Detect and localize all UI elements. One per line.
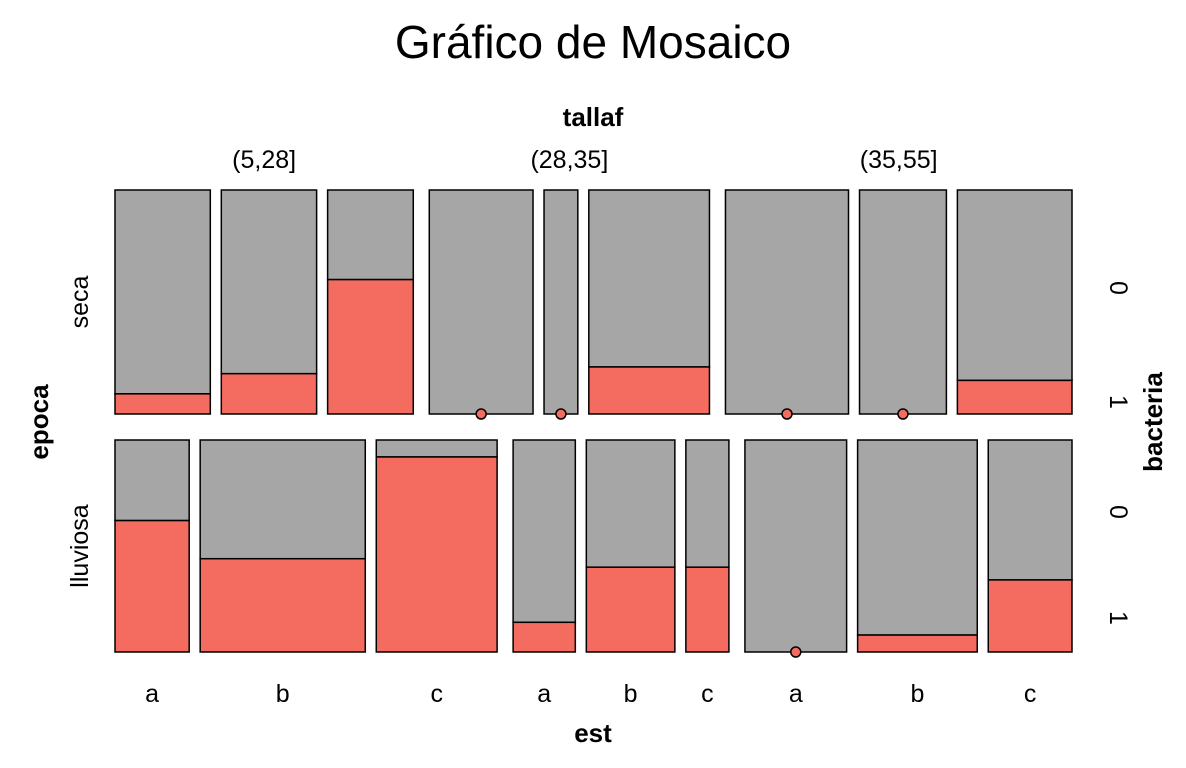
epoca-level-label: seca — [66, 276, 94, 329]
bacteria-level-label: 1 — [1104, 611, 1132, 625]
tile-bacteria-0-35-55-b-seca — [858, 189, 948, 415]
tile-bacteria-0-35-55-b-lluviosa — [856, 439, 979, 636]
tile-bacteria-1-28-35-a-lluviosa — [512, 621, 577, 653]
tile-bacteria-0-35-55-a-seca — [724, 189, 850, 415]
tile-bacteria-1-28-35-c-seca — [588, 366, 711, 415]
tile-bacteria-0-5-28-c-lluviosa — [375, 439, 498, 458]
est-level-label: c — [701, 680, 714, 708]
epoca-level-label: lluviosa — [66, 504, 94, 587]
tile-bacteria-1-28-35-b-lluviosa — [585, 566, 676, 653]
level-labels: (5,28] (28,35] (35,55] a b c a b c a b c seca lluvios… — [66, 146, 1132, 708]
est-level-label: b — [910, 680, 924, 708]
est-level-label: b — [276, 680, 290, 708]
tile-bacteria-1-5-28-c-seca — [326, 278, 415, 415]
tile-bacteria-1-5-28-c-lluviosa — [375, 456, 498, 653]
tile-bacteria-1-5-28-a-lluviosa — [114, 519, 190, 653]
tile-bacteria-0-28-35-c-seca — [588, 189, 711, 368]
tile-bacteria-0-5-28-a-seca — [114, 189, 212, 395]
tallaf-level-label: (5,28] — [232, 146, 296, 174]
zero-cell-marker-28-35-b-seca — [555, 408, 567, 420]
left-variable-label: epoca — [24, 384, 54, 460]
mosaic-tiles — [114, 189, 1073, 658]
tile-bacteria-0-5-28-a-lluviosa — [114, 439, 190, 522]
tile-bacteria-0-28-35-b-lluviosa — [585, 439, 676, 568]
bottom-variable-label: est — [574, 718, 612, 748]
tile-bacteria-1-28-35-c-lluviosa — [685, 566, 730, 653]
zero-cell-marker-28-35-a-seca — [475, 408, 487, 420]
zero-cell-marker-35-55-a-seca — [781, 408, 793, 420]
tile-bacteria-0-5-28-c-seca — [326, 189, 415, 281]
tallaf-level-label: (35,55] — [860, 146, 938, 174]
bacteria-level-label: 0 — [1104, 281, 1132, 295]
bacteria-level-label: 1 — [1104, 395, 1132, 409]
est-level-label: b — [624, 680, 638, 708]
tile-bacteria-0-28-35-c-lluviosa — [685, 439, 730, 568]
zero-cell-marker-35-55-b-seca — [897, 408, 909, 420]
top-variable-label: tallaf — [563, 102, 624, 132]
tile-bacteria-0-5-28-b-seca — [220, 189, 318, 375]
tile-bacteria-0-35-55-c-lluviosa — [987, 439, 1073, 581]
est-level-label: a — [145, 680, 159, 708]
tile-bacteria-1-35-55-c-seca — [956, 379, 1073, 415]
tile-bacteria-1-35-55-b-lluviosa — [856, 634, 979, 653]
tile-bacteria-1-5-28-b-seca — [220, 372, 318, 415]
tile-bacteria-1-5-28-a-seca — [114, 393, 212, 415]
est-level-label: c — [430, 680, 443, 708]
tile-bacteria-0-35-55-a-lluviosa — [744, 439, 848, 653]
tile-bacteria-0-28-35-b-seca — [543, 189, 579, 415]
tile-bacteria-1-5-28-b-lluviosa — [199, 557, 367, 653]
tile-bacteria-0-28-35-a-seca — [428, 189, 534, 415]
bacteria-level-label: 0 — [1104, 505, 1132, 519]
est-level-label: a — [789, 680, 803, 708]
tile-bacteria-0-5-28-b-lluviosa — [199, 439, 367, 560]
tile-bacteria-1-35-55-c-lluviosa — [987, 579, 1073, 653]
tile-bacteria-0-35-55-c-seca — [956, 189, 1073, 382]
chart-title: Gráfico de Mosaico — [395, 16, 791, 68]
right-variable-label: bacteria — [1138, 372, 1168, 472]
est-level-label: c — [1024, 680, 1037, 708]
zero-cell-marker-35-55-a-lluviosa — [790, 646, 802, 658]
tallaf-level-label: (28,35] — [530, 146, 608, 174]
tile-bacteria-0-28-35-a-lluviosa — [512, 439, 577, 624]
est-level-label: a — [537, 680, 551, 708]
